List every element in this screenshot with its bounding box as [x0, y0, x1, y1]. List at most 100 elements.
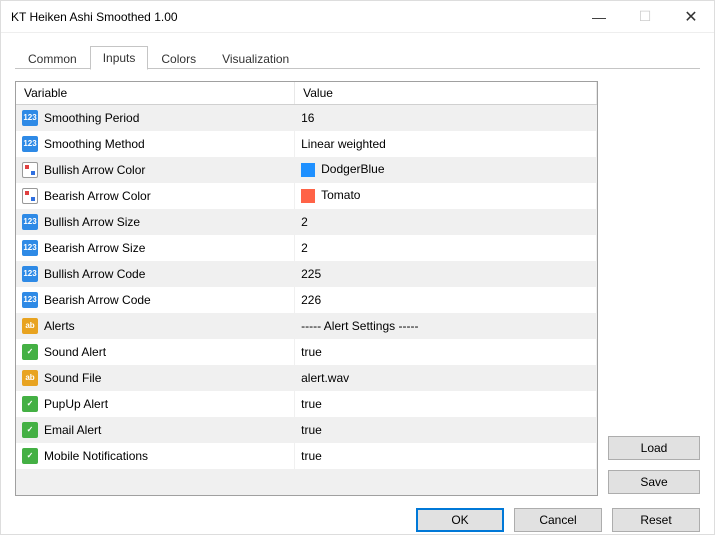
variable-cell: 123 Bullish Arrow Size: [16, 209, 295, 235]
variable-cell: abSound File: [16, 365, 295, 391]
minimize-button[interactable]: —: [576, 1, 622, 33]
tab-visualization[interactable]: Visualization: [209, 47, 302, 70]
variable-label: Bullish Arrow Size: [44, 215, 140, 229]
bool-type-icon: ✓: [22, 448, 38, 464]
variable-cell: ✓Sound Alert: [16, 339, 295, 365]
color-type-icon: [22, 188, 38, 204]
variable-label: Bearish Arrow Color: [44, 189, 151, 203]
value-label: true: [301, 397, 322, 411]
window-title: KT Heiken Ashi Smoothed 1.00: [11, 10, 576, 24]
table-row[interactable]: Bearish Arrow Color Tomato: [16, 183, 597, 209]
variable-cell: abAlerts: [16, 313, 295, 339]
table-row[interactable]: ✓ Email Alert true: [16, 417, 597, 443]
value-label: true: [301, 345, 322, 359]
table-row[interactable]: abAlerts ----- Alert Settings -----: [16, 313, 597, 339]
save-button[interactable]: Save: [608, 470, 700, 494]
maximize-button: ☐: [622, 1, 668, 33]
col-header-value[interactable]: Value: [295, 82, 597, 105]
table-row[interactable]: abSound File alert.wav: [16, 365, 597, 391]
value-cell[interactable]: Linear weighted: [295, 131, 597, 157]
table-row[interactable]: 123 Bearish Arrow Code 226: [16, 287, 597, 313]
table-row[interactable]: 123 Smoothing Method Linear weighted: [16, 131, 597, 157]
value-label: 2: [301, 241, 308, 255]
value-cell[interactable]: true: [295, 443, 597, 469]
table-row[interactable]: 123Smoothing Period 16: [16, 105, 597, 131]
variable-cell: 123 Smoothing Method: [16, 131, 295, 157]
value-label: ----- Alert Settings -----: [301, 319, 418, 333]
value-cell[interactable]: true: [295, 339, 597, 365]
bottom-buttons: OK Cancel Reset: [15, 496, 700, 532]
main-area: Variable Value 123Smoothing Period16123S…: [15, 69, 700, 496]
int-type-icon: 123: [22, 240, 38, 256]
value-label: true: [301, 449, 322, 463]
value-cell[interactable]: true: [295, 417, 597, 443]
tab-colors[interactable]: Colors: [148, 47, 209, 70]
value-cell[interactable]: ----- Alert Settings -----: [295, 313, 597, 339]
value-cell[interactable]: DodgerBlue: [295, 157, 597, 183]
variable-cell: ✓ Email Alert: [16, 417, 295, 443]
col-header-variable[interactable]: Variable: [16, 82, 295, 105]
variable-cell: ✓Mobile Notifications: [16, 443, 295, 469]
color-swatch: [301, 189, 315, 203]
variable-label: Email Alert: [44, 423, 101, 437]
color-swatch: [301, 163, 315, 177]
value-label: Linear weighted: [301, 137, 386, 151]
value-label: 226: [301, 293, 321, 307]
load-button[interactable]: Load: [608, 436, 700, 460]
variable-cell: 123Bullish Arrow Code: [16, 261, 295, 287]
int-type-icon: 123: [22, 292, 38, 308]
int-type-icon: 123: [22, 110, 38, 126]
value-label: DodgerBlue: [321, 162, 384, 176]
int-type-icon: 123: [22, 136, 38, 152]
variable-cell: Bearish Arrow Color: [16, 183, 295, 209]
value-cell[interactable]: alert.wav: [295, 365, 597, 391]
variable-label: Alerts: [44, 319, 75, 333]
tab-inputs[interactable]: Inputs: [90, 46, 149, 70]
value-label: true: [301, 423, 322, 437]
value-cell[interactable]: Tomato: [295, 183, 597, 209]
reset-button[interactable]: Reset: [612, 508, 700, 532]
table-row[interactable]: ✓PupUp Alerttrue: [16, 391, 597, 417]
titlebar: KT Heiken Ashi Smoothed 1.00 — ☐ ✕: [1, 1, 714, 33]
content-area: Common Inputs Colors Visualization Varia…: [1, 33, 714, 546]
value-cell[interactable]: 226: [295, 287, 597, 313]
ok-button[interactable]: OK: [416, 508, 504, 532]
int-type-icon: 123: [22, 266, 38, 282]
value-label: 16: [301, 111, 314, 125]
properties-table: Variable Value 123Smoothing Period16123S…: [16, 82, 597, 495]
int-type-icon: 123: [22, 214, 38, 230]
variable-cell: 123 Bearish Arrow Size: [16, 235, 295, 261]
variable-label: Smoothing Method: [44, 137, 145, 151]
table-row[interactable]: 123 Bullish Arrow Size 2: [16, 209, 597, 235]
side-buttons: Load Save: [608, 81, 700, 496]
bool-type-icon: ✓: [22, 396, 38, 412]
value-cell[interactable]: 16: [295, 105, 597, 131]
tab-common[interactable]: Common: [15, 47, 90, 70]
variable-label: Bullish Arrow Color: [44, 163, 145, 177]
table-row[interactable]: Bullish Arrow Color DodgerBlue: [16, 157, 597, 183]
tab-strip: Common Inputs Colors Visualization: [15, 45, 700, 69]
bool-type-icon: ✓: [22, 344, 38, 360]
properties-table-wrap: Variable Value 123Smoothing Period16123S…: [15, 81, 598, 496]
value-cell[interactable]: true: [295, 391, 597, 417]
variable-cell: 123Smoothing Period: [16, 105, 295, 131]
variable-label: Bearish Arrow Size: [44, 241, 145, 255]
table-row[interactable]: ✓Sound Alert true: [16, 339, 597, 365]
variable-label: Bearish Arrow Code: [44, 293, 151, 307]
value-label: Tomato: [321, 188, 360, 202]
value-label: 225: [301, 267, 321, 281]
cancel-button[interactable]: Cancel: [514, 508, 602, 532]
table-row[interactable]: ✓Mobile Notifications true: [16, 443, 597, 469]
value-cell[interactable]: 2: [295, 209, 597, 235]
close-button[interactable]: ✕: [668, 1, 714, 33]
table-row-empty: [16, 469, 597, 495]
value-label: alert.wav: [301, 371, 349, 385]
variable-cell: Bullish Arrow Color: [16, 157, 295, 183]
value-cell[interactable]: 2: [295, 235, 597, 261]
table-row[interactable]: 123Bullish Arrow Code 225: [16, 261, 597, 287]
color-type-icon: [22, 162, 38, 178]
value-cell[interactable]: 225: [295, 261, 597, 287]
table-row[interactable]: 123 Bearish Arrow Size 2: [16, 235, 597, 261]
variable-cell: 123 Bearish Arrow Code: [16, 287, 295, 313]
bool-type-icon: ✓: [22, 422, 38, 438]
